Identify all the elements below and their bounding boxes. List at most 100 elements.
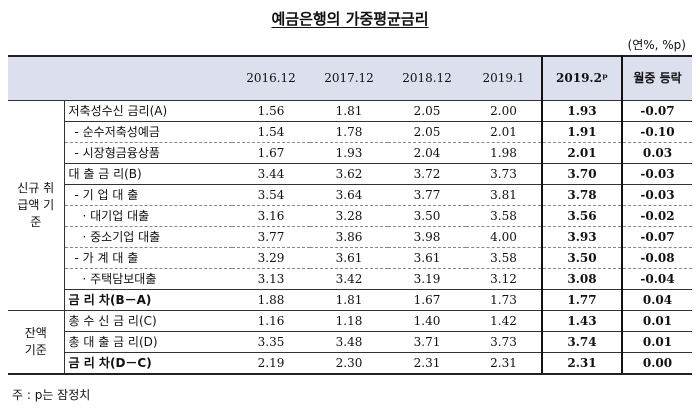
row-label: 금 리 차(D－C) [63,352,232,375]
row-label: · 중소기업 대출 [63,226,232,248]
cell: 3.12 [466,268,542,290]
col-header: 2018.12 [388,55,466,101]
row-label: 총 수 신 금 리(C) [63,310,232,332]
row-label: 금 리 차(B－A) [63,289,232,311]
cell: 1.91 [541,121,623,143]
row-label: 대 출 금 리(B) [63,163,232,185]
col-header: 2016.12 [232,55,310,101]
cell: 1.40 [388,310,466,332]
cell: 1.88 [232,289,310,311]
cell: 1.81 [310,100,388,122]
cell: 3.73 [466,163,542,185]
interest-rate-table: 2016.12 2017.12 2018.12 2019.1 2019.2ᵖ 월… [8,55,692,375]
cell: 3.44 [232,163,310,185]
cell: 2.00 [466,100,542,122]
cell: 0.01 [622,310,692,332]
cell: 2.30 [310,352,388,375]
cell: 1.43 [541,310,623,332]
row-label: - 순수저축성예금 [63,121,232,143]
table-row: · 주택담보대출 3.13 3.42 3.19 3.12 3.08 -0.04 [8,268,692,290]
table-row: - 시장형금융상품 1.67 1.93 2.04 1.98 2.01 0.03 [8,142,692,164]
cell: 1.93 [541,100,623,122]
cell: 3.62 [310,163,388,185]
group-label-balance: 잔액 기준 [8,310,64,375]
header-row: 2016.12 2017.12 2018.12 2019.1 2019.2ᵖ 월… [8,55,692,101]
cell: 3.29 [232,247,310,269]
cell: -0.02 [622,205,692,227]
header-blank [8,55,232,101]
col-header: 2019.1 [466,55,542,101]
group-label-new: 신규 취급액 기준 [8,100,64,311]
cell: 3.86 [310,226,388,248]
cell: 3.08 [541,268,623,290]
table-row: 잔액 기준 총 수 신 금 리(C) 1.16 1.18 1.40 1.42 1… [8,310,692,375]
row-label: - 시장형금융상품 [63,142,232,164]
cell: 3.58 [466,205,542,227]
cell: 1.18 [310,310,388,332]
table-row: 신규 취급액 기준 저축성수신 금리(A) 1.56 1.81 2.05 2.0… [8,100,692,311]
cell: -0.07 [622,100,692,122]
cell: 1.67 [232,142,310,164]
cell: -0.03 [622,163,692,185]
cell: 1.98 [466,142,542,164]
table-row: 금 리 차(D－C) 2.19 2.30 2.31 2.31 2.31 0.00 [8,352,692,375]
cell: 1.54 [232,121,310,143]
table-row: - 기 업 대 출 3.54 3.64 3.77 3.81 3.78 -0.03 [8,184,692,206]
row-label: 총 대 출 금 리(D) [63,331,232,353]
cell: 3.50 [388,205,466,227]
col-header-change: 월중 등락 [622,55,692,101]
cell: 0.04 [622,289,692,311]
cell: 1.16 [232,310,310,332]
cell: 3.71 [388,331,466,353]
table-row: - 순수저축성예금 1.54 1.78 2.05 2.01 1.91 -0.10 [8,121,692,143]
cell: 0.00 [622,352,692,375]
page-title: 예금은행의 가중평균금리 [271,10,429,28]
cell: 1.73 [466,289,542,311]
cell: 3.50 [541,247,623,269]
cell: -0.08 [622,247,692,269]
cell: 3.13 [232,268,310,290]
cell: 3.73 [466,331,542,353]
table-row: - 가 계 대 출 3.29 3.61 3.61 3.58 3.50 -0.08 [8,247,692,269]
cell: 3.81 [466,184,542,206]
cell: 4.00 [466,226,542,248]
cell: 3.61 [310,247,388,269]
cell: 3.42 [310,268,388,290]
cell: -0.07 [622,226,692,248]
cell: 2.19 [232,352,310,375]
cell: 1.67 [388,289,466,311]
cell: 3.64 [310,184,388,206]
row-label: - 가 계 대 출 [63,247,232,269]
col-header-current: 2019.2ᵖ [541,55,623,101]
cell: 3.58 [466,247,542,269]
cell: 3.98 [388,226,466,248]
cell: 1.56 [232,100,310,122]
cell: 3.28 [310,205,388,227]
cell: 2.05 [388,100,466,122]
cell: 3.54 [232,184,310,206]
cell: 3.93 [541,226,623,248]
cell: 0.03 [622,142,692,164]
cell: 2.31 [466,352,542,375]
cell: 2.31 [541,352,623,375]
cell: -0.10 [622,121,692,143]
cell: 1.77 [541,289,623,311]
unit-label: (연%, %p) [627,38,686,52]
cell: 2.01 [466,121,542,143]
row-label: - 기 업 대 출 [63,184,232,206]
row-label: · 주택담보대출 [63,268,232,290]
cell: 3.70 [541,163,623,185]
cell: 3.77 [388,184,466,206]
cell: 1.78 [310,121,388,143]
cell: 3.77 [232,226,310,248]
row-label: 저축성수신 금리(A) [63,100,232,122]
cell: 2.05 [388,121,466,143]
cell: -0.04 [622,268,692,290]
cell: 3.48 [310,331,388,353]
footnote: 주 : p는 잠정치 [12,388,91,402]
table-row: 금 리 차(B－A) 1.88 1.81 1.67 1.73 1.77 0.04 [8,289,692,311]
cell: 3.16 [232,205,310,227]
table-row: 총 대 출 금 리(D) 3.35 3.48 3.71 3.73 3.74 0.… [8,331,692,353]
cell: 3.19 [388,268,466,290]
cell: 2.31 [388,352,466,375]
